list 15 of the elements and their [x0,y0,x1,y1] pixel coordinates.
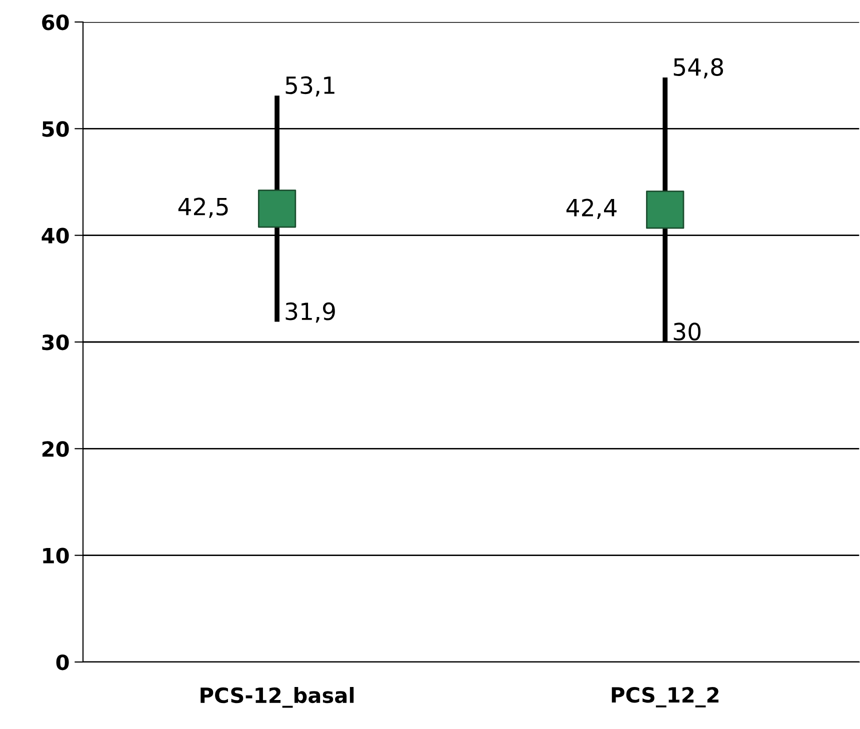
data-label: 42,4 [566,198,617,219]
y-tick-label: 60 [42,14,69,30]
y-tick-label: 20 [42,441,69,457]
annotation: 53,1 [286,76,334,97]
y-tick-label: 0 [56,654,69,670]
y-tick-label: 50 [42,121,69,137]
annotation: 30 [674,322,701,341]
data-label: 42,5 [178,198,228,218]
x-tick-label: PCS_12_2 [612,687,718,708]
y-tick-label: 40 [42,228,69,244]
annotation: 31,9 [286,302,335,323]
y-tick-label: 10 [43,548,69,564]
annotation: 54,8 [674,58,724,78]
x-tick-label: PCS-12_basal [200,687,354,708]
y-tick-label: 30 [42,334,69,350]
